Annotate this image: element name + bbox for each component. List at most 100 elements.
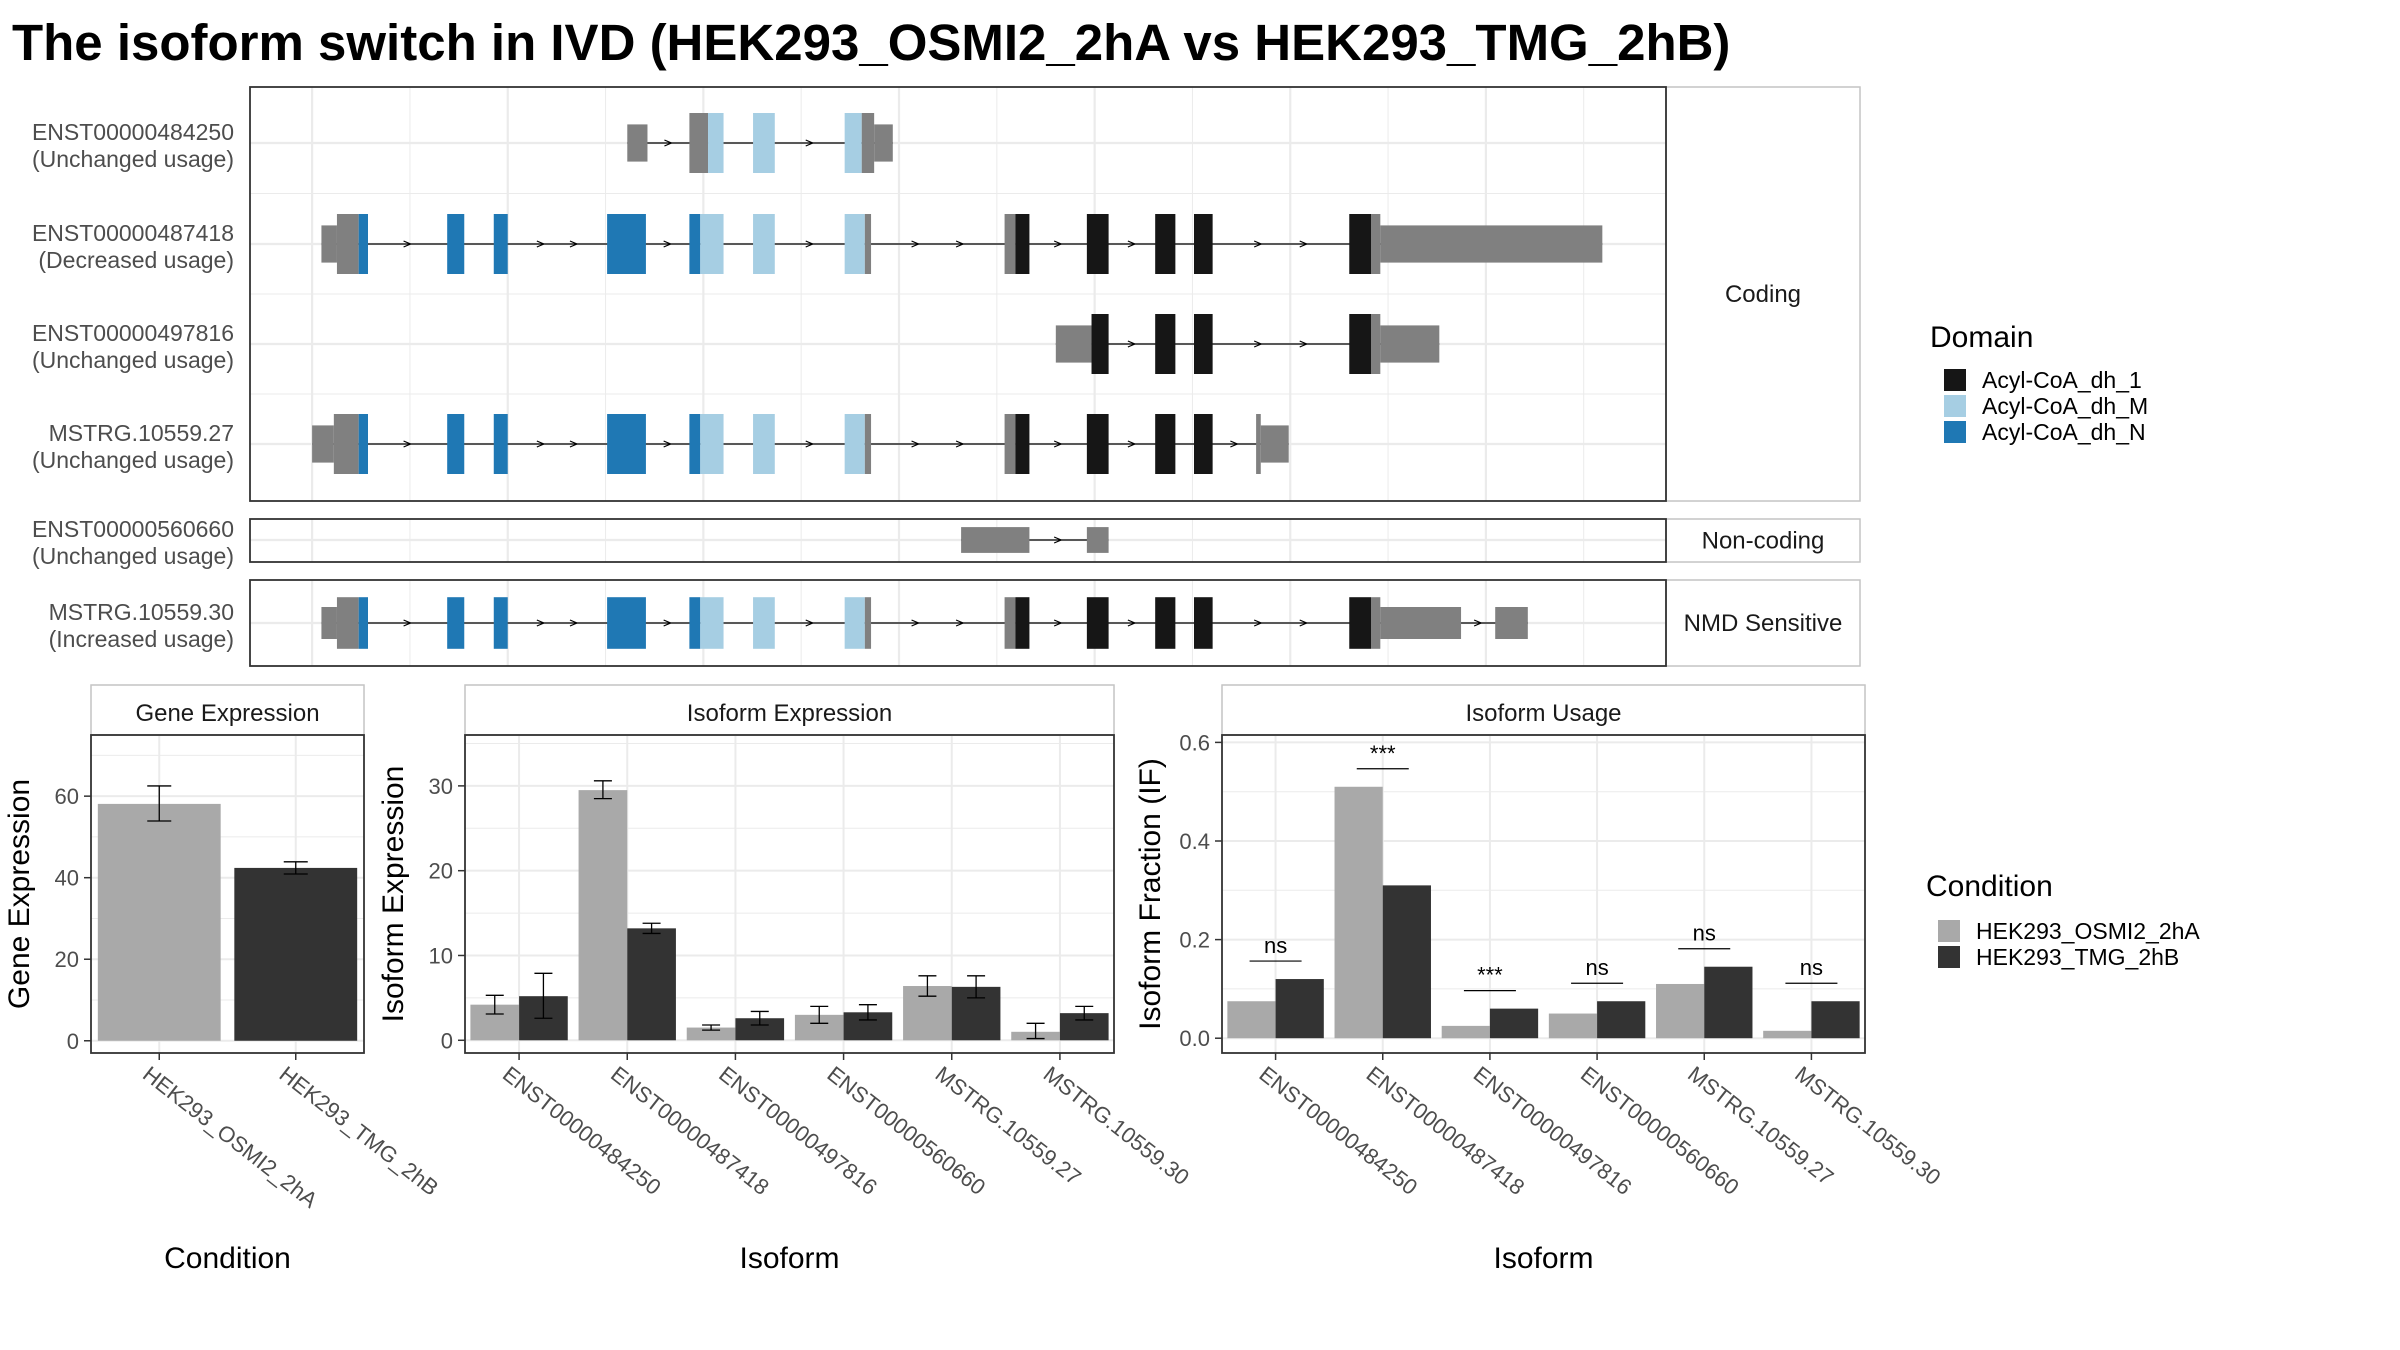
error-bar	[485, 994, 504, 1015]
chart-strip-label: Gene Expression	[135, 700, 319, 727]
error-bar	[147, 785, 172, 822]
y-tick-label: 60	[55, 784, 79, 809]
significance-label: ns	[1693, 921, 1716, 946]
x-axis-title: Isoform	[1493, 1242, 1593, 1275]
bar-ENST00000560660-HEK293_OSMI2_2hA	[1548, 1013, 1598, 1039]
exon-acyl-coa-dh-m	[753, 214, 775, 274]
strand-arrow	[911, 619, 921, 627]
bar-HEK293_OSMI2_2hA	[97, 803, 221, 1041]
significance-annotation: ns	[1785, 955, 1838, 984]
exon-utr	[333, 414, 359, 474]
exon-acyl-coa-dh-n	[607, 414, 646, 474]
transcript-id-label: MSTRG.10559.30	[49, 599, 234, 625]
error-bar	[702, 1024, 721, 1031]
bar-ENST00000487418-HEK293_OSMI2_2hA	[578, 790, 628, 1041]
strand-arrow	[1299, 619, 1309, 627]
exon-acyl-coa-dh-1	[1091, 314, 1109, 374]
exon-acyl-coa-dh-m	[753, 414, 775, 474]
strand-arrow	[805, 240, 815, 248]
y-tick-label: 10	[429, 943, 453, 968]
strand-arrow	[403, 240, 413, 248]
error-bar	[810, 1005, 829, 1024]
exon-acyl-coa-dh-n	[493, 214, 508, 274]
bar-MSTRG.10559.30-HEK293_OSMI2_2hA	[1763, 1030, 1812, 1039]
legend-label: HEK293_TMG_2hB	[1976, 944, 2179, 970]
structure-panel-border	[249, 579, 1667, 667]
exon-acyl-coa-dh-n	[689, 414, 701, 474]
significance-label: ***	[1370, 741, 1396, 766]
strand-arrow	[955, 619, 965, 627]
significance-annotation: ***	[1356, 741, 1409, 770]
x-axis-title: Isoform	[739, 1242, 839, 1275]
structure-panel-border	[249, 86, 1667, 502]
bar-HEK293_TMG_2hB	[234, 867, 358, 1041]
exon-utr	[864, 214, 872, 274]
chart-strip	[464, 684, 1115, 736]
exon-acyl-coa-dh-1	[1086, 214, 1109, 274]
exon-utr	[1004, 597, 1016, 649]
exon-acyl-coa-dh-m	[844, 214, 865, 274]
strand-arrow	[403, 440, 413, 448]
y-tick-label: 0.0	[1179, 1026, 1210, 1051]
exon-utr	[689, 113, 709, 173]
exon-utr	[336, 597, 359, 649]
chart-panel-border	[464, 734, 1115, 1054]
legend-label: Acyl-CoA_dh_1	[1982, 367, 2142, 393]
bar-ENST00000497816-HEK293_OSMI2_2hA	[686, 1027, 736, 1041]
exon-acyl-coa-dh-m	[844, 414, 865, 474]
exon-utr	[864, 414, 872, 474]
significance-label: ns	[1585, 955, 1608, 980]
transcript-status-label: (Decreased usage)	[38, 247, 234, 273]
error-bar	[967, 975, 986, 999]
exon-acyl-coa-dh-n	[447, 414, 465, 474]
exon-utr	[1256, 414, 1261, 474]
transcript-MSTRG.10559.30: MSTRG.10559.30(Increased usage)	[49, 597, 1528, 652]
exon-acyl-coa-dh-n	[358, 214, 368, 274]
legend-label: HEK293_OSMI2_2hA	[1976, 918, 2200, 944]
strand-arrow	[569, 619, 579, 627]
bar-ENST00000497816-HEK293_OSMI2_2hA	[1441, 1025, 1490, 1039]
significance-annotation: ***	[1463, 963, 1516, 992]
exon-acyl-coa-dh-m	[753, 113, 775, 173]
exon-acyl-coa-dh-m	[844, 113, 862, 173]
exon-acyl-coa-dh-1	[1155, 314, 1176, 374]
strand-arrow	[805, 440, 815, 448]
exon-utr	[874, 124, 893, 162]
strand-arrow	[1127, 619, 1137, 627]
x-axis-title: Condition	[164, 1242, 291, 1275]
transcript-id-label: ENST00000487418	[32, 220, 234, 246]
y-tick-label: 0.4	[1179, 829, 1210, 854]
transcript-id-label: ENST00000560660	[32, 516, 234, 542]
strand-arrow	[569, 240, 579, 248]
exon-acyl-coa-dh-1	[1194, 597, 1213, 649]
strand-arrow	[536, 619, 546, 627]
exon-utr	[1004, 414, 1016, 474]
structure-strip-label: NMD Sensitive	[1684, 610, 1843, 637]
bar-ENST00000497816-HEK293_TMG_2hB	[735, 1018, 785, 1041]
strand-arrow	[1473, 619, 1483, 627]
exon-utr	[321, 225, 337, 263]
exon-acyl-coa-dh-n	[607, 214, 646, 274]
bar-MSTRG.10559.30-HEK293_TMG_2hB	[1811, 1001, 1860, 1039]
legend-label: Acyl-CoA_dh_M	[1982, 393, 2148, 419]
error-bar	[1075, 1005, 1094, 1021]
strand-arrow	[1053, 536, 1063, 544]
strand-arrow	[1230, 440, 1239, 448]
structure-group-nmd-sensitive: NMD Sensitive MSTRG.10559.30(Increased us…	[49, 579, 1861, 667]
y-tick-label: 20	[429, 859, 453, 884]
strand-arrow	[569, 440, 579, 448]
error-bar	[1026, 1022, 1045, 1040]
exon-utr	[1371, 214, 1381, 274]
strand-arrow	[1253, 240, 1263, 248]
chart-strip-label: Isoform Usage	[1465, 700, 1621, 727]
strand-arrow	[663, 619, 673, 627]
transcript-status-label: (Unchanged usage)	[32, 347, 234, 373]
strand-arrow	[536, 240, 546, 248]
y-tick-label: 0.6	[1179, 730, 1210, 755]
error-bar	[642, 922, 661, 935]
legend-key-acyl-coa-dh-m	[1944, 395, 1966, 417]
exon-utr	[627, 124, 648, 162]
